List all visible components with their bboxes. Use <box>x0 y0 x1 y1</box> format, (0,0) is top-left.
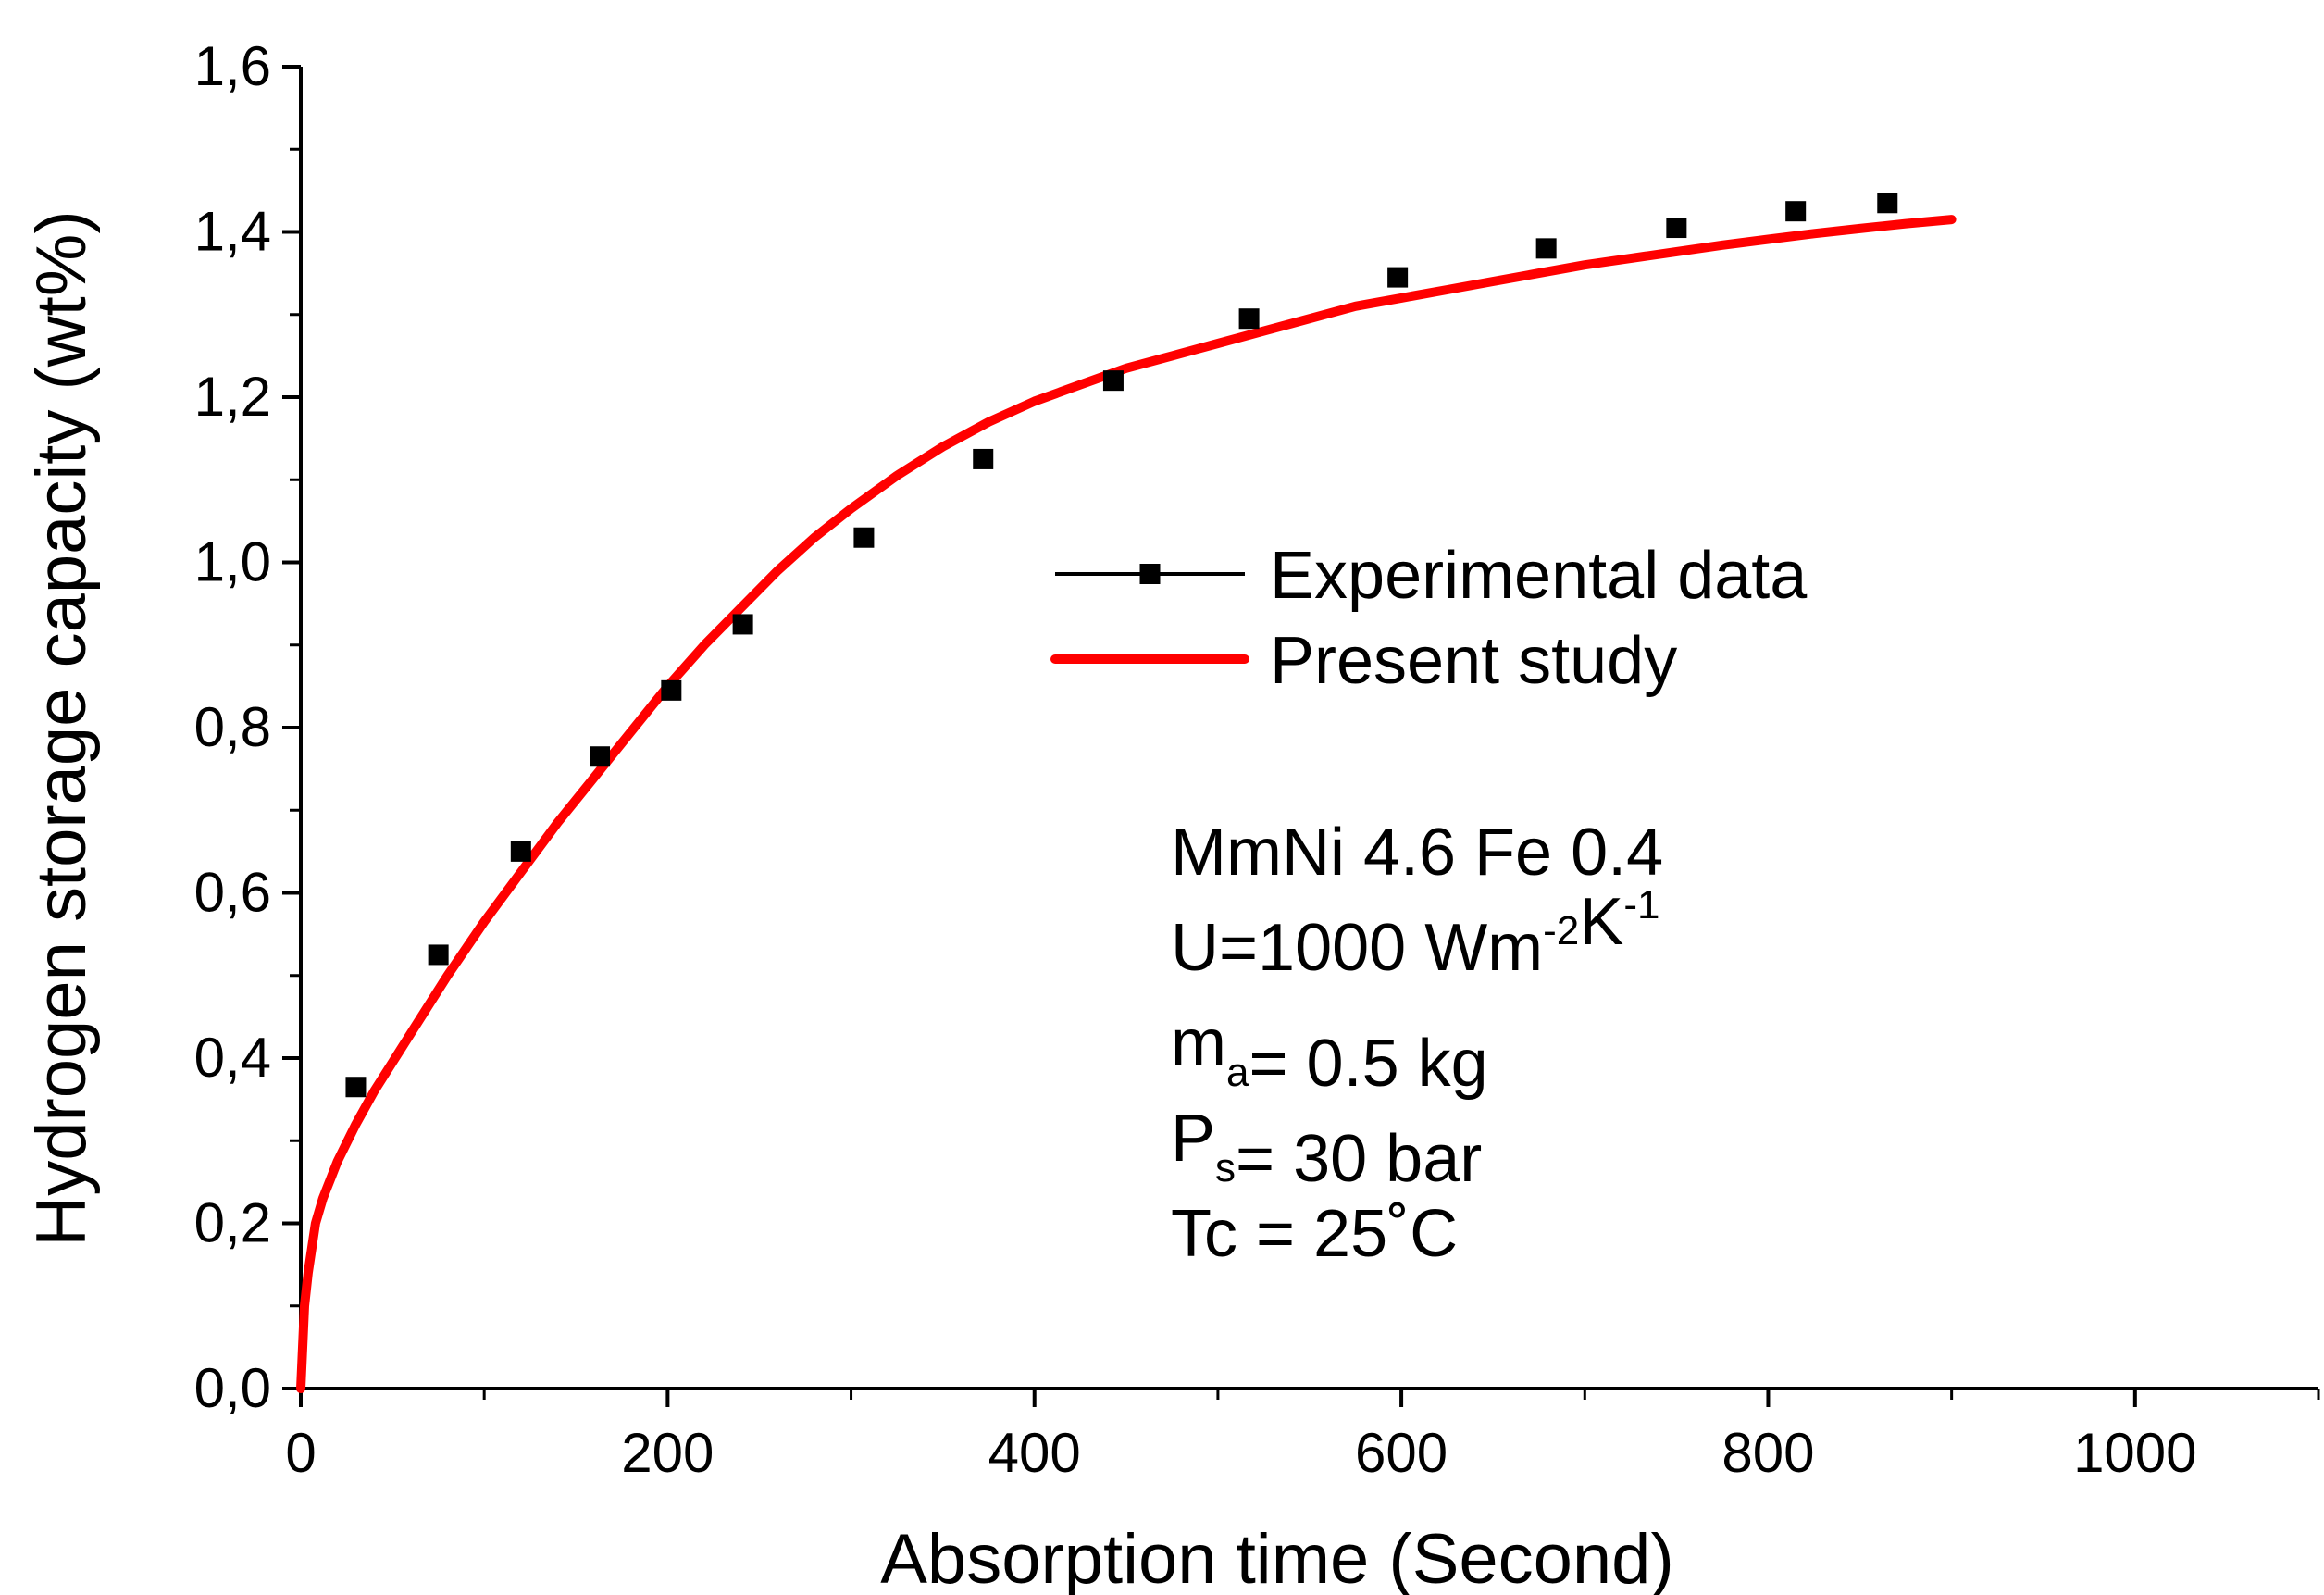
legend-marker <box>1139 564 1161 584</box>
x-tick-label: 600 <box>1355 1422 1448 1484</box>
y-tick-label: 1,6 <box>194 35 271 97</box>
y-axis-label: Hydrogen storage capacity (wt%) <box>22 210 101 1246</box>
x-axis: 0 200 400 600 800 1000 <box>285 1389 2320 1484</box>
data-point <box>1102 370 1124 392</box>
data-point <box>732 614 753 635</box>
annotation-line: Ps= 30 bar <box>1171 1102 1482 1196</box>
y-tick-label: 0,6 <box>194 862 271 924</box>
data-point <box>1785 201 1807 222</box>
legend-label: Present study <box>1270 624 1677 698</box>
data-point <box>590 746 611 767</box>
annotation-line: ma= 0.5 kg <box>1171 1006 1488 1101</box>
data-point <box>1877 193 1898 214</box>
annotation-line: Tc = 25˚C <box>1171 1197 1458 1271</box>
annotation: MmNi 4.6 Fe 0.4U=1000 Wm-2K-1 ma= 0.5 kgP… <box>1171 816 1663 1271</box>
data-point <box>345 1077 367 1098</box>
data-point <box>1666 218 1687 239</box>
data-point <box>1387 267 1409 288</box>
data-point <box>1238 308 1260 330</box>
data-point <box>510 841 531 862</box>
data-point <box>1535 238 1557 259</box>
y-tick-label: 0,2 <box>194 1192 271 1254</box>
legend: Experimental data Present study <box>1050 539 1808 698</box>
y-tick-label: 1,2 <box>194 366 271 428</box>
series-layer <box>296 193 1957 1393</box>
x-tick-label: 1000 <box>2073 1422 2196 1484</box>
data-point <box>661 679 682 701</box>
data-point <box>428 944 449 966</box>
data-point <box>973 448 994 469</box>
annotation-line: U=1000 Wm-2K-1 <box>1171 882 1659 985</box>
x-tick-label: 0 <box>285 1422 316 1484</box>
y-tick-label: 1,0 <box>194 531 271 593</box>
y-tick-label: 0,0 <box>194 1357 271 1419</box>
x-tick-label: 200 <box>621 1422 714 1484</box>
y-tick-label: 1,4 <box>194 201 271 263</box>
y-tick-label: 0,8 <box>194 696 271 758</box>
y-axis: 0,0 0,2 0,4 0,6 0,8 1,0 1,2 1,4 1,6 <box>194 35 301 1419</box>
y-tick-label: 0,4 <box>194 1027 271 1089</box>
x-axis-label: Absorption time (Second) <box>880 1520 1674 1595</box>
x-tick-label: 800 <box>1721 1422 1814 1484</box>
legend-label: Experimental data <box>1270 539 1808 613</box>
x-tick-label: 400 <box>988 1422 1081 1484</box>
annotation-line: MmNi 4.6 Fe 0.4 <box>1171 816 1663 890</box>
series-line-present-study <box>296 215 1957 1393</box>
data-point <box>853 527 875 548</box>
